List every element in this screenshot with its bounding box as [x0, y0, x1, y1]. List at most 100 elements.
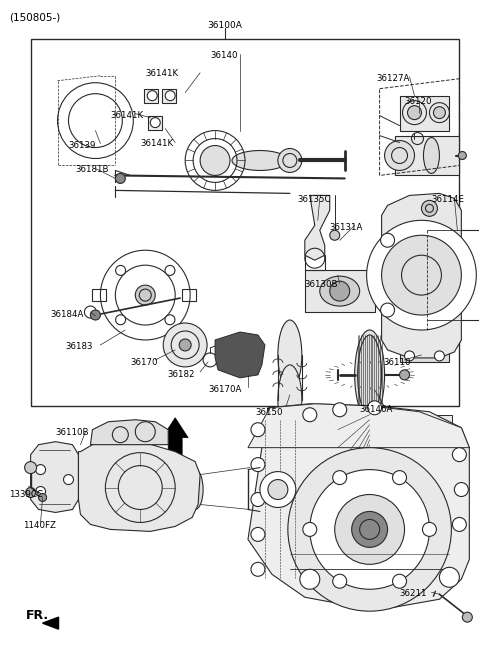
- Circle shape: [421, 200, 437, 216]
- Text: 36211: 36211: [399, 589, 427, 599]
- Polygon shape: [78, 442, 200, 532]
- Circle shape: [165, 315, 175, 325]
- Circle shape: [36, 487, 46, 497]
- Circle shape: [147, 91, 157, 101]
- Circle shape: [335, 495, 405, 564]
- Text: 36130B: 36130B: [305, 280, 338, 289]
- Circle shape: [90, 310, 100, 320]
- Circle shape: [367, 220, 476, 330]
- Ellipse shape: [278, 365, 302, 435]
- Text: 36182: 36182: [167, 370, 195, 379]
- Circle shape: [405, 351, 415, 361]
- Circle shape: [384, 141, 415, 170]
- Text: 36110: 36110: [384, 358, 411, 367]
- Circle shape: [333, 403, 347, 417]
- Circle shape: [381, 233, 395, 247]
- Circle shape: [330, 231, 340, 240]
- Circle shape: [251, 562, 265, 576]
- Circle shape: [36, 464, 46, 474]
- Bar: [182, 289, 196, 301]
- Circle shape: [368, 401, 382, 415]
- Text: 36139: 36139: [69, 141, 96, 150]
- Circle shape: [165, 265, 175, 275]
- Circle shape: [303, 522, 317, 536]
- Circle shape: [310, 470, 430, 589]
- Ellipse shape: [355, 330, 384, 420]
- Circle shape: [288, 447, 451, 611]
- Text: 36170A: 36170A: [208, 385, 241, 394]
- Circle shape: [333, 470, 347, 485]
- Circle shape: [116, 315, 126, 325]
- Circle shape: [393, 470, 407, 485]
- Circle shape: [278, 148, 302, 172]
- Circle shape: [179, 339, 191, 351]
- Text: 36146A: 36146A: [360, 405, 393, 414]
- Bar: [395, 135, 459, 175]
- Polygon shape: [31, 442, 78, 512]
- Polygon shape: [162, 418, 188, 462]
- Text: 36183: 36183: [65, 342, 93, 351]
- Circle shape: [452, 518, 467, 532]
- Text: 36150: 36150: [255, 408, 282, 417]
- Bar: [93, 289, 107, 301]
- Circle shape: [330, 281, 350, 301]
- Text: 1140FZ: 1140FZ: [23, 522, 56, 530]
- Ellipse shape: [320, 276, 360, 306]
- Polygon shape: [248, 404, 469, 447]
- Text: 36100A: 36100A: [208, 21, 242, 30]
- Bar: [338, 415, 452, 572]
- Text: (150805-): (150805-): [9, 13, 60, 23]
- Text: 36184A: 36184A: [50, 310, 84, 319]
- Circle shape: [251, 528, 265, 541]
- Polygon shape: [305, 195, 330, 260]
- Text: 36141K: 36141K: [145, 69, 179, 78]
- Text: 36131A: 36131A: [330, 223, 363, 233]
- Bar: [399, 96, 449, 131]
- Circle shape: [115, 173, 125, 183]
- Circle shape: [165, 91, 175, 101]
- Bar: [305, 270, 374, 312]
- Circle shape: [462, 612, 472, 622]
- Circle shape: [352, 511, 387, 547]
- Circle shape: [135, 285, 155, 305]
- Circle shape: [150, 118, 160, 127]
- Ellipse shape: [187, 470, 203, 509]
- Circle shape: [260, 472, 296, 507]
- Circle shape: [382, 235, 461, 315]
- Circle shape: [200, 146, 230, 175]
- Circle shape: [458, 152, 467, 160]
- Bar: [428, 231, 480, 320]
- Bar: [31, 39, 459, 406]
- Text: 36127A: 36127A: [377, 74, 410, 83]
- Circle shape: [303, 408, 317, 422]
- Circle shape: [452, 447, 467, 462]
- Circle shape: [381, 303, 395, 317]
- Text: 36141K: 36141K: [140, 139, 173, 148]
- Circle shape: [24, 462, 36, 474]
- Text: 36181B: 36181B: [75, 166, 109, 175]
- Polygon shape: [382, 193, 461, 358]
- Circle shape: [393, 574, 407, 588]
- Polygon shape: [43, 617, 59, 629]
- Text: 36120: 36120: [405, 97, 432, 106]
- Bar: [144, 89, 158, 102]
- Polygon shape: [90, 420, 168, 445]
- Polygon shape: [215, 332, 265, 378]
- Ellipse shape: [232, 150, 288, 170]
- Circle shape: [455, 482, 468, 497]
- Circle shape: [333, 574, 347, 588]
- Text: 36141K: 36141K: [110, 110, 144, 120]
- Circle shape: [25, 487, 36, 497]
- Circle shape: [251, 458, 265, 472]
- Circle shape: [251, 493, 265, 507]
- Polygon shape: [248, 404, 469, 607]
- Circle shape: [116, 265, 126, 275]
- Circle shape: [251, 422, 265, 437]
- Ellipse shape: [278, 320, 302, 390]
- Circle shape: [422, 522, 436, 536]
- Ellipse shape: [423, 137, 439, 173]
- Circle shape: [268, 480, 288, 499]
- Text: 36114E: 36114E: [432, 195, 465, 204]
- Bar: [162, 89, 176, 102]
- Text: 36140: 36140: [210, 51, 238, 60]
